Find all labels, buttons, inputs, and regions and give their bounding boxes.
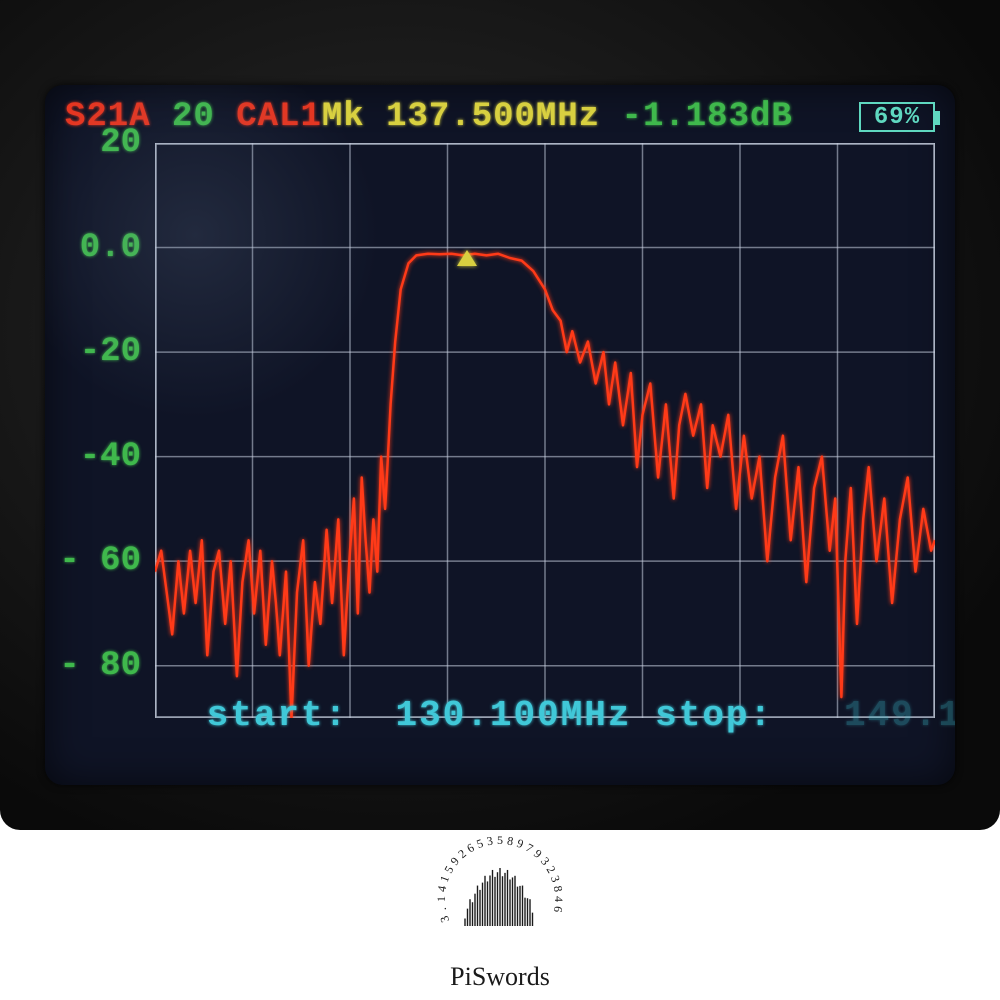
- svg-text:1: 1: [437, 874, 452, 884]
- svg-text:5: 5: [497, 836, 503, 847]
- svg-text:3: 3: [437, 914, 452, 924]
- start-label: start:: [207, 695, 349, 736]
- chart-svg: [155, 143, 935, 718]
- watermark-text: PiSwords: [435, 962, 565, 992]
- svg-text:4: 4: [552, 896, 565, 902]
- y-axis-labels: 200.0-20-40- 60- 80: [45, 143, 153, 718]
- svg-text:6: 6: [464, 840, 476, 855]
- svg-text:9: 9: [515, 836, 525, 851]
- y-tick-label: 20: [100, 124, 141, 162]
- stop-label: stop:: [655, 695, 773, 736]
- footer-bar: start: 130.100MHz stop: 149.100MHz: [65, 654, 935, 777]
- device-bezel: S21A 20 CAL1 Mk 137.500MHz -1.183dB 69% …: [0, 0, 1000, 830]
- svg-text:3: 3: [486, 836, 494, 848]
- y-tick-label: -40: [80, 438, 141, 476]
- svg-text:5: 5: [475, 836, 485, 851]
- svg-text:8: 8: [506, 836, 514, 848]
- y-tick-label: - 60: [59, 542, 141, 580]
- chart-area[interactable]: [155, 143, 935, 718]
- scale-label: 20: [172, 98, 215, 136]
- svg-text:.: .: [435, 907, 449, 912]
- watermark: 3.14159265358979323846 PiSwords: [435, 836, 565, 992]
- svg-text:8: 8: [551, 885, 565, 893]
- svg-text:1: 1: [435, 896, 448, 902]
- marker-value: -1.183dB: [622, 98, 793, 136]
- cal-label: CAL1: [236, 98, 322, 136]
- pi-logo: 3.14159265358979323846: [435, 836, 565, 966]
- header-bar: S21A 20 CAL1 Mk 137.500MHz -1.183dB 69%: [65, 97, 935, 137]
- marker-freq: 137.500MHz: [386, 98, 600, 136]
- y-tick-label: -20: [80, 333, 141, 371]
- svg-text:2: 2: [544, 863, 559, 875]
- stop-value: 149.100MHz: [844, 695, 955, 736]
- svg-text:4: 4: [435, 885, 449, 893]
- y-tick-label: 0.0: [80, 229, 141, 267]
- analyzer-screen: S21A 20 CAL1 Mk 137.500MHz -1.183dB 69% …: [45, 85, 955, 785]
- marker-prefix: Mk: [322, 98, 365, 136]
- marker-icon[interactable]: [457, 250, 477, 266]
- svg-text:3: 3: [548, 874, 563, 884]
- battery-percent: 69%: [874, 104, 920, 131]
- battery-indicator: 69%: [859, 102, 935, 132]
- svg-text:6: 6: [551, 905, 565, 913]
- start-value: 130.100MHz: [395, 695, 631, 736]
